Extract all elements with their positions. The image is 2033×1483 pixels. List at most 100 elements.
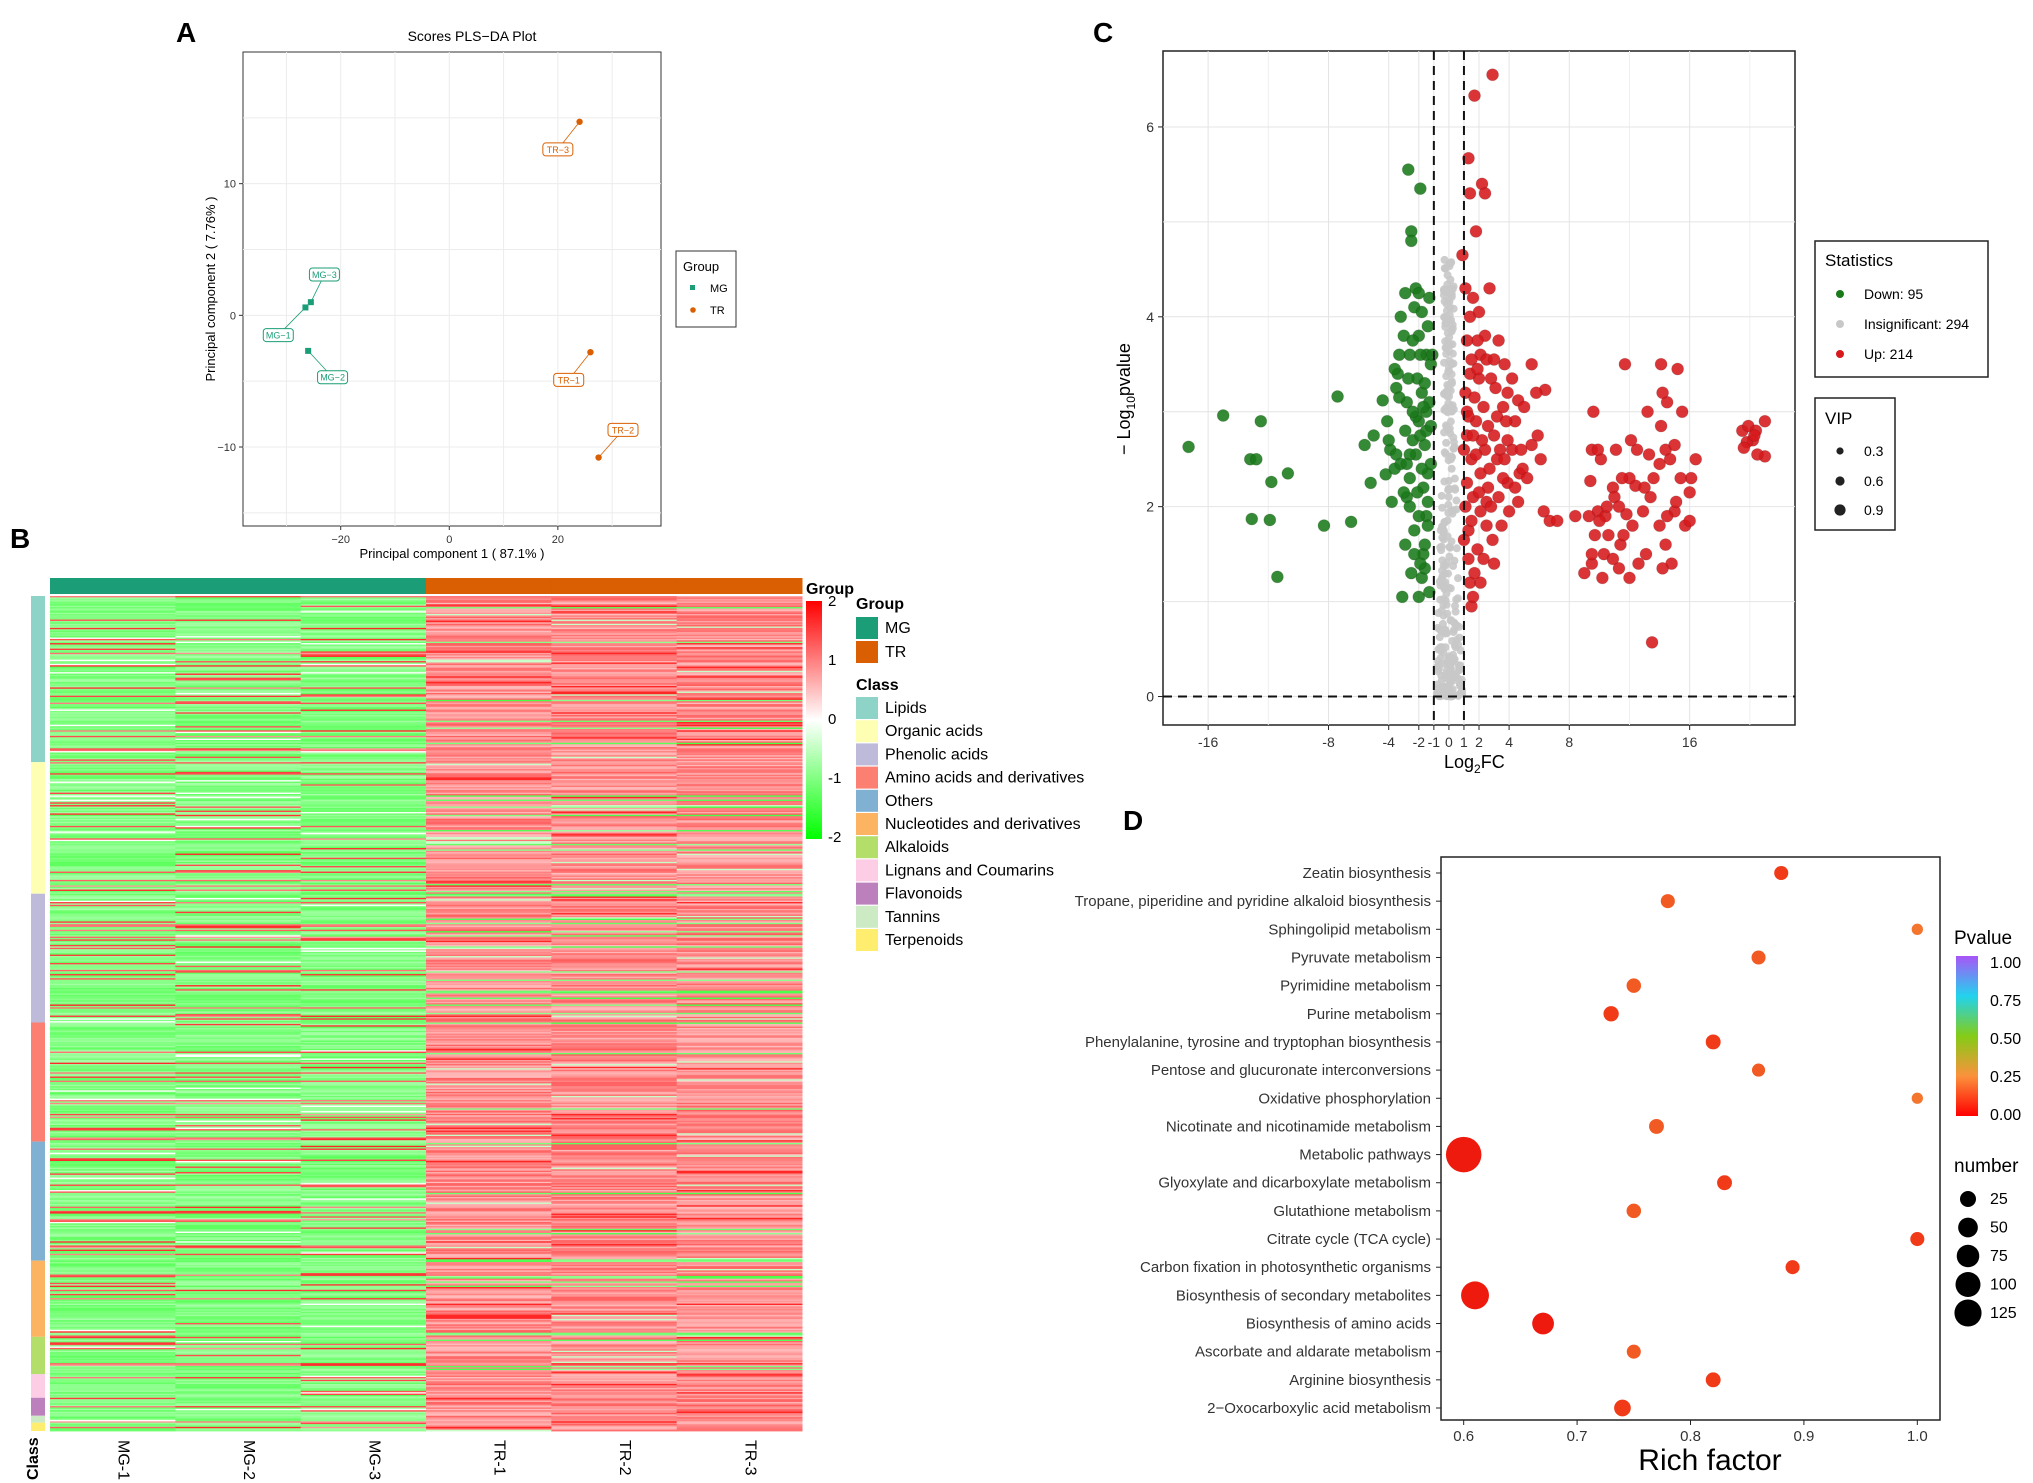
heatmap-cell	[300, 644, 427, 647]
enrichment-points	[1445, 865, 1925, 1417]
heatmap-cell	[551, 1070, 678, 1073]
heatmap-cell	[50, 881, 176, 884]
heatmap-cell	[175, 717, 302, 720]
heatmap-cell	[300, 1260, 427, 1263]
heatmap-cell	[175, 938, 302, 940]
heatmap-cell	[300, 1030, 427, 1033]
heatmap-cell	[50, 1149, 176, 1152]
volcano-point-down	[1392, 390, 1406, 404]
heatmap-cell	[676, 1030, 803, 1033]
heatmap-cell	[676, 1093, 803, 1095]
heatmap-cell	[175, 1248, 302, 1250]
heatmap-cell	[426, 1411, 552, 1414]
statistics-legend-title: Statistics	[1825, 251, 1893, 270]
heatmap-cell	[551, 1142, 678, 1145]
heatmap-cell	[551, 1357, 678, 1360]
heatmap-cell	[426, 875, 552, 878]
heatmap-cell	[300, 1016, 427, 1019]
heatmap-cell	[175, 1138, 302, 1141]
heatmap-cell	[551, 1010, 678, 1012]
heatmap-cell	[426, 1422, 552, 1425]
heatmap-cell	[676, 1367, 803, 1370]
heatmap-cell	[426, 1191, 552, 1194]
heatmap-cell	[300, 672, 427, 674]
heatmap-cell	[426, 1194, 552, 1196]
heatmap-cell	[50, 629, 176, 632]
heatmap-cell	[551, 989, 678, 992]
heatmap-cell	[551, 1285, 678, 1288]
heatmap-cell	[551, 697, 678, 699]
heatmap-cell	[300, 787, 427, 789]
heatmap-cell	[50, 1080, 176, 1083]
heatmap-cell	[676, 799, 803, 802]
heatmap-cell	[551, 1260, 678, 1263]
heatmap-cell	[175, 824, 302, 827]
volcano-x-tick-label: -2	[1413, 734, 1426, 750]
heatmap-cell	[175, 698, 302, 701]
heatmap-cell	[300, 1309, 427, 1311]
volcano-point-insignificant	[1441, 561, 1450, 570]
heatmap-cell	[551, 852, 678, 854]
heatmap-cell	[426, 1361, 552, 1364]
heatmap-cell	[676, 1220, 803, 1223]
heatmap-cell	[551, 1124, 678, 1127]
heatmap-cell	[300, 1176, 427, 1178]
volcano-point-insignificant	[1447, 464, 1456, 473]
heatmap-cell	[426, 1152, 552, 1155]
heatmap-cell	[175, 1220, 302, 1223]
heatmap-cell	[426, 637, 552, 640]
heatmap-cell	[551, 1358, 678, 1361]
heatmap-cell	[426, 1086, 552, 1088]
heatmap-cell	[300, 958, 427, 961]
class-legend-swatch	[856, 720, 878, 743]
heatmap-cell	[175, 1095, 302, 1098]
heatmap-cell	[676, 1322, 803, 1325]
heatmap-cell	[676, 1289, 803, 1292]
heatmap-cell	[551, 608, 678, 611]
heatmap-cell	[551, 1291, 678, 1293]
heatmap-cell	[50, 951, 176, 954]
heatmap-cell	[676, 1284, 803, 1287]
heatmap-cell	[551, 928, 678, 931]
heatmap-cell	[426, 964, 552, 967]
heatmap-cell	[300, 785, 427, 788]
heatmap-cell	[676, 1309, 803, 1311]
heatmap-cell	[50, 1390, 176, 1393]
heatmap-cell	[50, 1368, 176, 1371]
pca-x-tick-label: 0	[446, 534, 452, 546]
heatmap-cell	[676, 1401, 803, 1404]
heatmap-cell	[676, 1241, 803, 1244]
heatmap-cell	[551, 1208, 678, 1210]
heatmap-cell	[551, 609, 678, 612]
heatmap-cell	[300, 1126, 427, 1129]
heatmap-cell	[175, 1426, 302, 1429]
pca-point-tr	[587, 349, 594, 356]
heatmap-cell	[300, 1385, 427, 1388]
heatmap-cell	[676, 1224, 803, 1227]
heatmap-cell	[426, 726, 552, 728]
heatmap-cell	[551, 1313, 678, 1316]
heatmap-cell	[676, 1108, 803, 1111]
heatmap-cell	[50, 654, 176, 656]
heatmap-cell	[551, 1410, 678, 1413]
heatmap-cell	[551, 781, 678, 784]
heatmap-cell	[426, 1012, 552, 1015]
heatmap-cell	[300, 1072, 427, 1075]
heatmap-cell	[50, 1325, 176, 1328]
heatmap-cell	[300, 1039, 427, 1041]
heatmap-cell	[676, 637, 803, 640]
pca-sample-label: MG−3	[312, 270, 337, 280]
heatmap-cell	[175, 1004, 302, 1007]
heatmap-cell	[426, 950, 552, 953]
volcano-point-insignificant	[1454, 622, 1463, 631]
heatmap-cell	[676, 1022, 803, 1025]
heatmap-cell	[50, 636, 176, 638]
heatmap-colorbar	[806, 601, 822, 839]
heatmap-cell	[300, 1144, 427, 1147]
heatmap-cell	[300, 1227, 427, 1230]
heatmap-cell	[676, 1353, 803, 1356]
heatmap-cell	[551, 1234, 678, 1237]
heatmap-cell	[175, 1339, 302, 1342]
heatmap-cell	[300, 899, 427, 902]
heatmap-cell	[300, 824, 427, 827]
